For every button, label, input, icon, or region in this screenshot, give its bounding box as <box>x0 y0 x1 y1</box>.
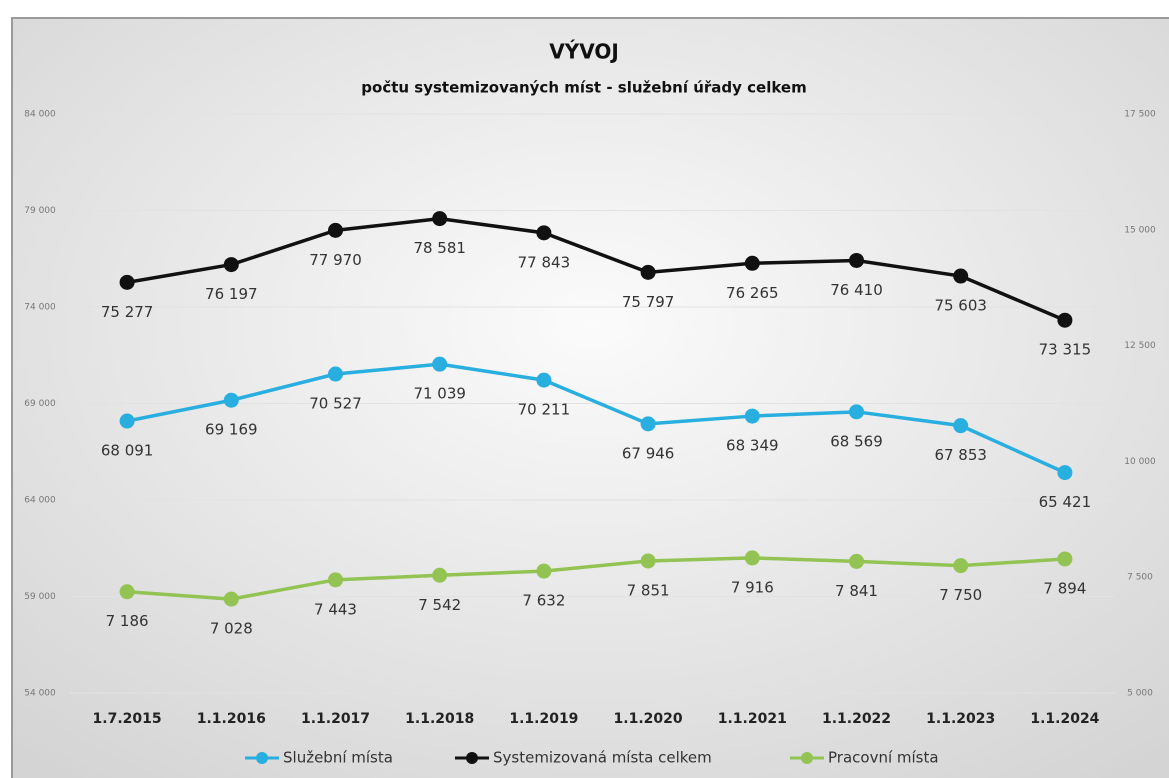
y-tick-label: 69 000 <box>24 399 56 409</box>
data-label: 78 581 <box>413 239 466 257</box>
data-label: 77 843 <box>518 253 571 271</box>
y-tick-label: 84 000 <box>24 110 56 120</box>
data-label: 76 197 <box>205 285 258 303</box>
data-point <box>223 591 239 607</box>
data-label: 70 211 <box>518 401 571 419</box>
x-tick-label: 1.1.2023 <box>926 711 995 727</box>
series-line <box>126 362 1066 475</box>
data-label: 73 315 <box>1039 341 1092 359</box>
legend-label: Systemizovaná místa celkem <box>493 749 712 767</box>
data-point <box>1057 465 1073 481</box>
data-label: 69 169 <box>205 421 258 439</box>
x-tick-label: 1.1.2022 <box>822 711 891 727</box>
y-tick-label: 54 000 <box>24 689 56 699</box>
legend-label: Služební místa <box>283 749 393 767</box>
data-point <box>849 553 864 569</box>
data-label: 75 797 <box>622 293 675 311</box>
y2-tick-label: 7 500 <box>1127 573 1153 583</box>
y2-tick-label: 5 000 <box>1127 689 1153 699</box>
x-tick-label: 1.1.2020 <box>614 711 683 727</box>
data-point <box>744 255 760 271</box>
x-tick-label: 1.1.2016 <box>197 711 266 727</box>
y-tick-label: 59 000 <box>24 592 56 602</box>
data-label: 68 569 <box>830 432 883 450</box>
data-label: 7 028 <box>210 620 253 638</box>
data-point <box>640 553 656 569</box>
data-point <box>640 416 656 432</box>
data-point <box>953 558 969 574</box>
legend-marker <box>466 752 478 764</box>
data-label: 67 853 <box>934 446 987 464</box>
data-point <box>536 563 552 579</box>
chart-title: VÝVOJ <box>549 40 619 64</box>
data-point <box>432 567 448 583</box>
data-point <box>432 356 448 372</box>
data-point <box>119 413 135 429</box>
series-line <box>126 216 1066 322</box>
x-tick-label: 1.7.2015 <box>93 711 162 727</box>
legend-marker <box>801 752 813 764</box>
x-tick-label: 1.1.2021 <box>718 711 787 727</box>
y-tick-label: 79 000 <box>24 206 56 216</box>
data-label: 75 603 <box>934 297 987 315</box>
data-point <box>119 584 135 600</box>
data-point <box>432 211 448 227</box>
data-label: 7 750 <box>939 586 982 604</box>
legend-label: Pracovní místa <box>828 749 939 767</box>
data-label: 67 946 <box>622 444 675 462</box>
data-label: 7 841 <box>835 582 878 600</box>
data-point <box>223 392 239 408</box>
y2-tick-label: 12 500 <box>1124 341 1156 351</box>
data-label: 68 349 <box>726 437 779 455</box>
data-point <box>328 222 343 238</box>
y2-tick-label: 10 000 <box>1124 457 1156 467</box>
data-label: 7 851 <box>627 581 670 599</box>
data-label: 71 039 <box>413 385 466 403</box>
data-label: 7 916 <box>731 578 774 596</box>
data-point <box>744 408 760 424</box>
data-label: 65 421 <box>1039 493 1092 511</box>
data-label: 76 410 <box>830 281 883 299</box>
data-point <box>223 257 239 273</box>
x-tick-label: 1.1.2018 <box>405 711 474 727</box>
data-point <box>1057 551 1073 567</box>
data-label: 68 091 <box>101 442 154 460</box>
data-point <box>536 225 552 241</box>
legend-marker <box>256 752 268 764</box>
data-point <box>536 372 552 388</box>
data-label: 7 443 <box>314 600 357 618</box>
data-point <box>953 268 969 284</box>
x-tick-label: 1.1.2017 <box>301 711 370 727</box>
data-point <box>849 252 864 268</box>
data-point <box>328 366 343 382</box>
data-label: 7 894 <box>1043 579 1086 597</box>
data-label: 7 542 <box>418 596 461 614</box>
x-tick-label: 1.1.2019 <box>509 711 578 727</box>
y-tick-label: 74 000 <box>24 303 56 313</box>
data-point <box>119 274 135 290</box>
series-line <box>126 556 1066 601</box>
data-point <box>1057 312 1073 328</box>
y-tick-label: 64 000 <box>24 496 56 506</box>
y2-tick-label: 17 500 <box>1124 110 1156 120</box>
data-point <box>640 264 656 280</box>
data-label: 77 970 <box>309 251 362 269</box>
data-label: 70 527 <box>309 395 362 413</box>
data-point <box>953 418 969 434</box>
x-tick-label: 1.1.2024 <box>1030 711 1099 727</box>
data-label: 7 632 <box>522 592 565 610</box>
data-label: 76 265 <box>726 284 779 302</box>
data-point <box>744 550 760 566</box>
y2-tick-label: 15 000 <box>1124 225 1156 235</box>
data-label: 7 186 <box>106 612 149 630</box>
data-point <box>328 572 343 588</box>
chart-subtitle: počtu systemizovaných míst - služební úř… <box>361 79 806 97</box>
data-point <box>849 404 864 420</box>
data-label: 75 277 <box>101 303 154 321</box>
